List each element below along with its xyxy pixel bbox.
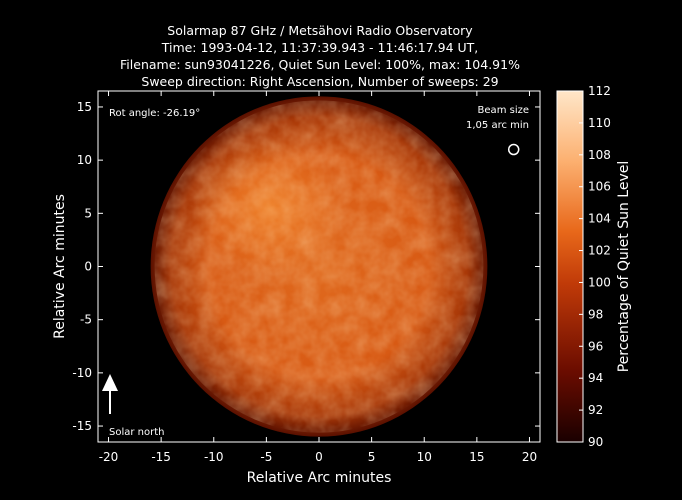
x-tick-label: -15 bbox=[151, 450, 171, 464]
colorbar-tick-label: 94 bbox=[588, 371, 603, 385]
x-tick-label: 5 bbox=[368, 450, 376, 464]
y-tick-label: -15 bbox=[72, 419, 92, 433]
beam-size-circle bbox=[507, 143, 520, 156]
y-tick-label: -10 bbox=[72, 366, 92, 380]
colorbar-tick-label: 96 bbox=[588, 339, 603, 353]
colorbar-tick-label: 112 bbox=[588, 84, 611, 98]
y-tick-label: 10 bbox=[77, 153, 92, 167]
colorbar-tick-label: 100 bbox=[588, 275, 611, 289]
y-axis-label: Relative Arc minutes bbox=[52, 194, 68, 339]
x-tick-label: -5 bbox=[260, 450, 272, 464]
colorbar-tick-label: 102 bbox=[588, 244, 611, 258]
title-line-4: Sweep direction: Right Ascension, Number… bbox=[141, 74, 499, 89]
rot-angle-label: Rot angle: -26.19° bbox=[109, 108, 200, 119]
colorbar-tick-label: 106 bbox=[588, 180, 611, 194]
colorbar-tick-label: 104 bbox=[588, 212, 611, 226]
title-line-3: Filename: sun93041226, Quiet Sun Level: … bbox=[120, 57, 520, 72]
colorbar-tick-label: 110 bbox=[588, 116, 611, 130]
beam-size-value: 1,05 arc min bbox=[466, 120, 529, 131]
title-line-1: Solarmap 87 GHz / Metsähovi Radio Observ… bbox=[167, 23, 473, 38]
mottle-texture bbox=[154, 100, 484, 433]
x-tick-label: -20 bbox=[99, 450, 119, 464]
colorbar-tick-label: 108 bbox=[588, 148, 611, 162]
y-tick-label: -5 bbox=[80, 313, 92, 327]
colorbar-tick-label: 92 bbox=[588, 403, 603, 417]
disk-texture bbox=[154, 100, 484, 433]
y-tick-label: 0 bbox=[84, 260, 92, 274]
x-tick-label: 15 bbox=[469, 450, 484, 464]
x-axis-label: Relative Arc minutes bbox=[247, 470, 392, 486]
colorbar-label: Percentage of Quiet Sun Level bbox=[616, 161, 632, 373]
title-line-2: Time: 1993-04-12, 11:37:39.943 - 11:46:1… bbox=[161, 40, 479, 55]
x-tick-label: 10 bbox=[417, 450, 432, 464]
colorbar bbox=[556, 90, 584, 443]
solar-north-label: Solar north bbox=[109, 427, 165, 438]
x-tick-label: 20 bbox=[522, 450, 537, 464]
solar-north-arrowhead bbox=[102, 374, 118, 391]
x-tick-label: -10 bbox=[204, 450, 224, 464]
chart-title: Solarmap 87 GHz / Metsähovi Radio Observ… bbox=[0, 22, 640, 90]
beam-size-label: Beam size bbox=[478, 105, 529, 116]
y-tick-label: 5 bbox=[84, 206, 92, 220]
y-tick-label: 15 bbox=[77, 100, 92, 114]
x-tick-label: 0 bbox=[315, 450, 323, 464]
colorbar-tick-label: 90 bbox=[588, 435, 603, 449]
colorbar-tick-label: 98 bbox=[588, 307, 603, 321]
